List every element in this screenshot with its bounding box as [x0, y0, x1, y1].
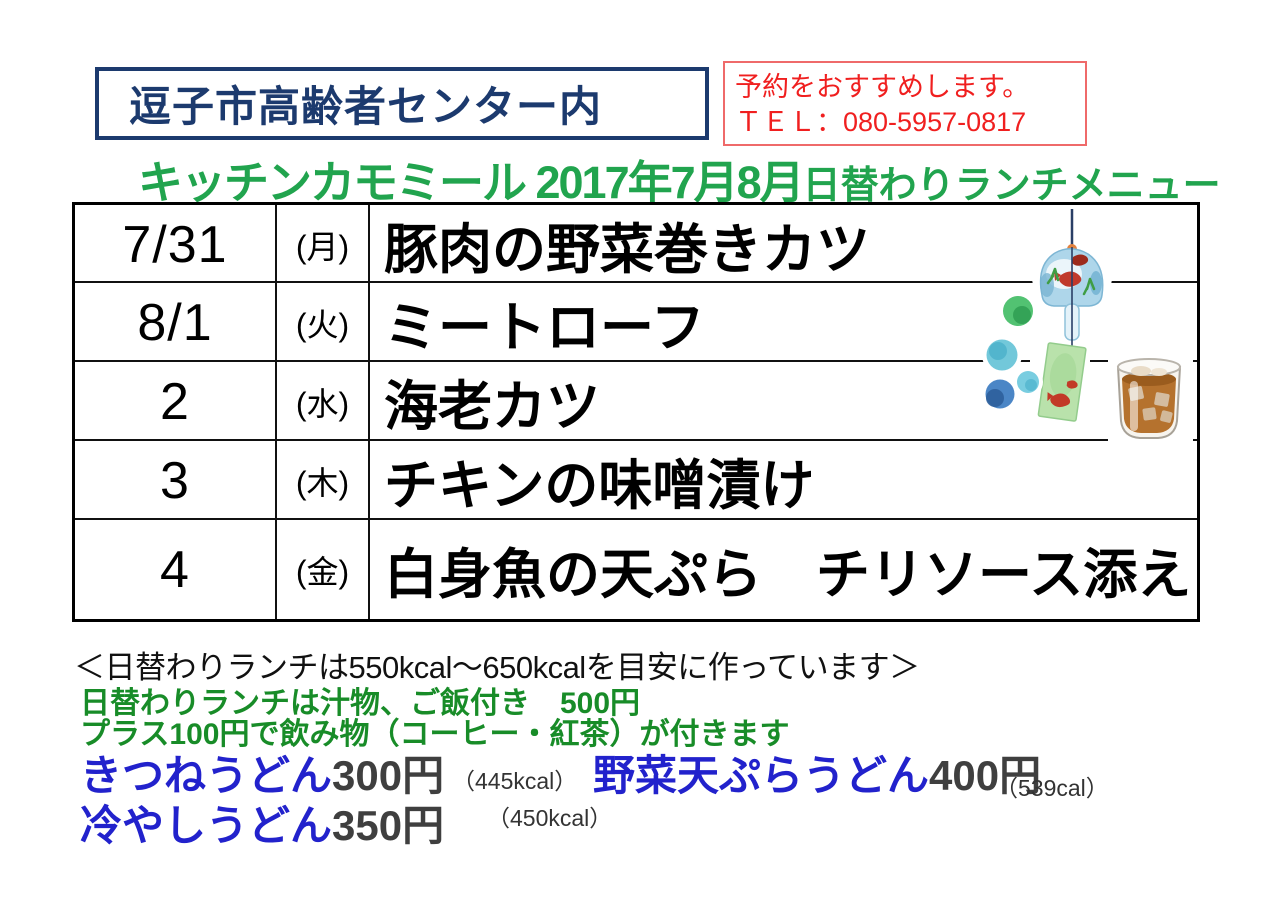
table-row: 4 (金) 白身魚の天ぷら チリソース添え — [75, 518, 1197, 619]
udon-price: 400円 — [929, 752, 1042, 799]
shop-name-and-period: キッチンカモミール 2017年7月8月 — [138, 157, 805, 208]
drink-option-note: プラス100円で飲み物（コーヒー・紅茶）が付きます — [80, 718, 790, 751]
reservation-note: 予約をおすすめします。 — [735, 72, 1030, 102]
day-cell: (金) — [275, 520, 368, 619]
udon-price: 300円 — [332, 752, 445, 799]
dish-cell: ミートローフ — [368, 283, 1197, 362]
summer-decoration-illustration — [981, 209, 1193, 448]
reservation-phone: ＴＥＬ：080-5957-0817 — [735, 106, 1027, 137]
reservation-box: 予約をおすすめします。 ＴＥＬ：080-5957-0817 — [723, 61, 1087, 146]
udon-item-hiyashi: 冷やしうどん350円 — [80, 792, 444, 853]
lunch-price-note: 日替わりランチは汁物、ご飯付き 500円 — [80, 687, 641, 720]
date-cell: 2 — [160, 372, 190, 431]
udon-kcal: （539cal） — [995, 775, 1109, 801]
date-cell: 7/31 — [122, 215, 228, 274]
udon-item-kitsune: きつねうどん300円 — [80, 742, 444, 803]
dish-cell: 白身魚の天ぷら チリソース添え — [368, 520, 1197, 619]
dish-cell: チキンの味噌漬け — [368, 441, 1197, 520]
calorie-guideline-note: ＜日替わりランチは550kcal～650kcalを目安に作っています＞ — [74, 650, 920, 685]
page-title: キッチンカモミール 2017年7月8月 日替わりランチメニュー — [138, 146, 1238, 211]
watercolor-dots — [981, 292, 1043, 413]
udon-name: 野菜天ぷらうどん — [593, 752, 930, 799]
date-cell: 8/1 — [137, 293, 213, 352]
day-cell: (火) — [275, 283, 368, 362]
udon-name: きつねうどん — [80, 752, 333, 799]
wind-chime-icon — [1030, 209, 1112, 425]
day-cell: (月) — [275, 205, 368, 284]
dish-cell: 海老カツ — [368, 362, 1197, 441]
location-box: 逗子市高齢者センター内 — [95, 67, 709, 140]
udon-name: 冷やしうどん — [80, 802, 333, 849]
table-row: 8/1 (火) ミートローフ — [75, 281, 1197, 362]
menu-table: 7/31 (月) 豚肉の野菜巻きカツ 8/1 (火) ミートローフ 2 (水) … — [72, 202, 1200, 622]
day-cell: (水) — [275, 362, 368, 441]
dish-cell: 豚肉の野菜巻きカツ — [368, 205, 1197, 284]
date-cell: 4 — [160, 540, 190, 599]
day-cell: (木) — [275, 441, 368, 520]
location-title: 逗子市高齢者センター内 — [129, 83, 603, 130]
udon-kcal: （445kcal） — [452, 768, 578, 794]
udon-price: 350円 — [332, 802, 445, 849]
menu-title-suffix: 日替わりランチメニュー — [802, 165, 1221, 207]
iced-drink-icon — [1108, 353, 1193, 448]
tanzaku-strip — [1037, 342, 1087, 422]
udon-item-yasai-tempura: 野菜天ぷらうどん400円 — [593, 742, 1041, 803]
table-row: 2 (水) 海老カツ — [75, 360, 1197, 441]
table-row: 3 (木) チキンの味噌漬け — [75, 439, 1197, 520]
table-row: 7/31 (月) 豚肉の野菜巻きカツ — [75, 205, 1197, 284]
udon-kcal: （450kcal） — [487, 805, 613, 831]
date-cell: 3 — [160, 451, 190, 510]
